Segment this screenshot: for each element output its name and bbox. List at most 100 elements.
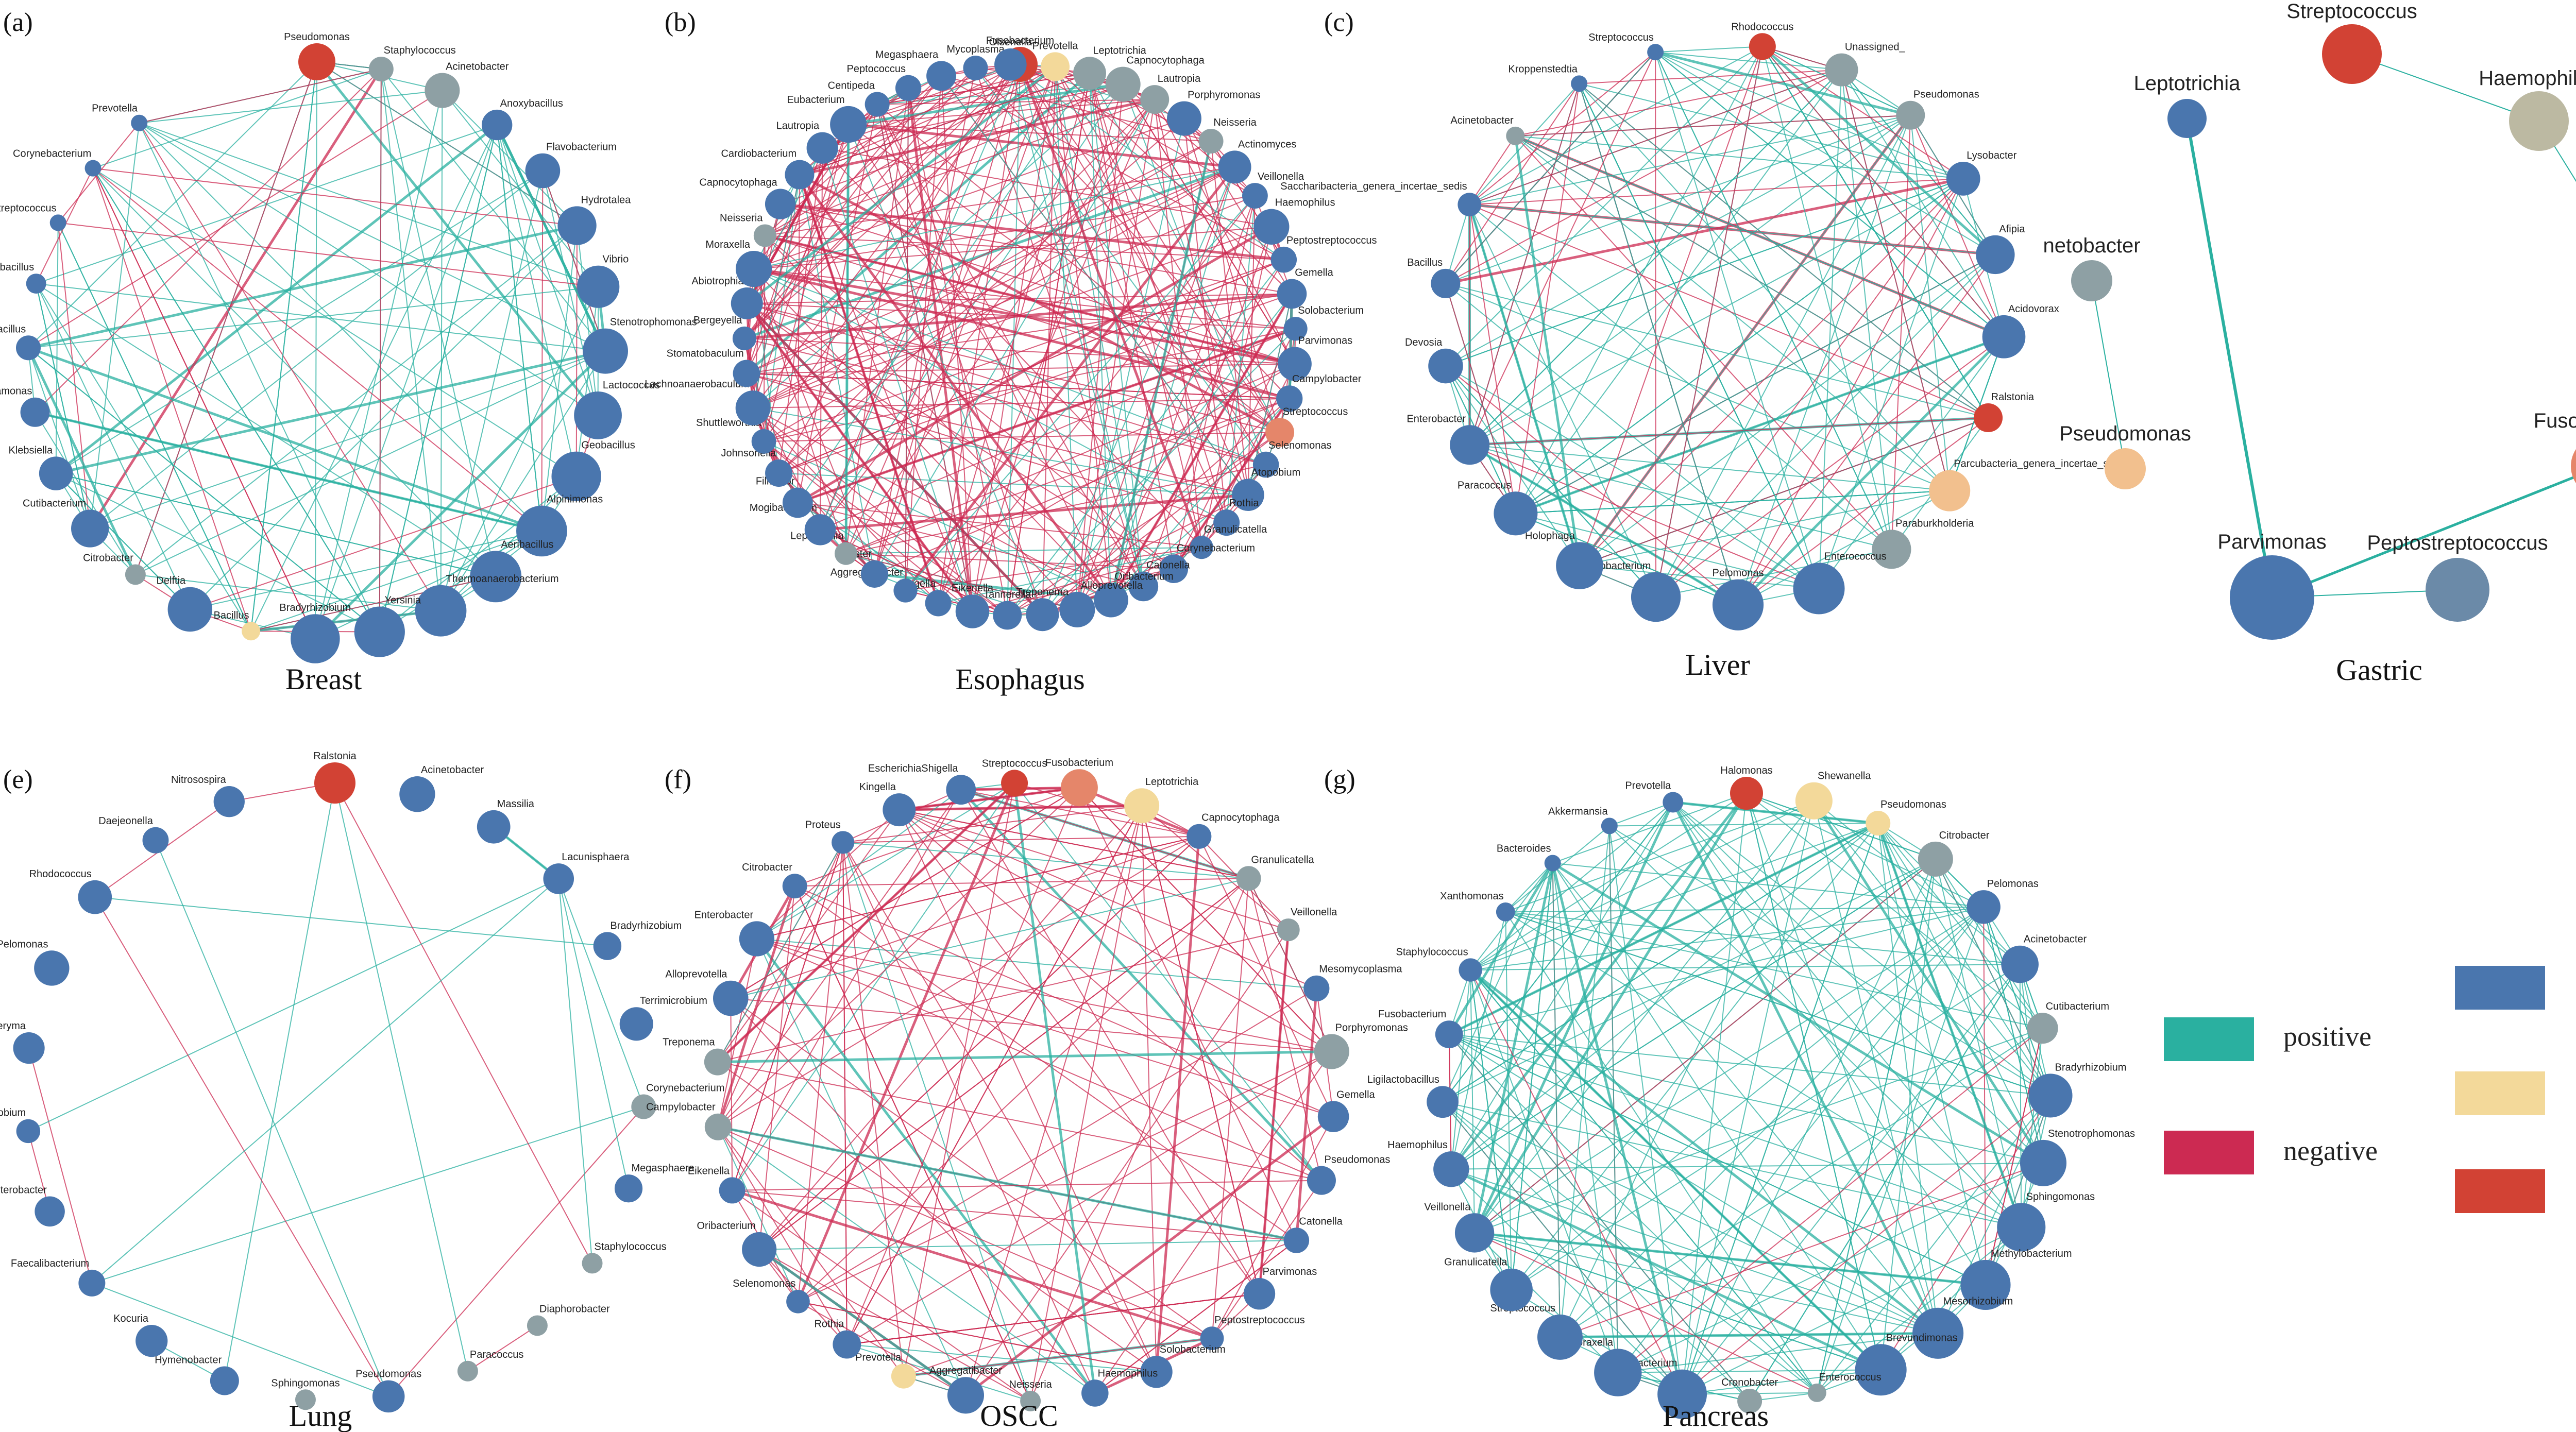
positive-edge xyxy=(1445,46,1763,367)
node-label: Acinetobacter xyxy=(446,61,509,73)
positive-edge xyxy=(1877,823,2022,1228)
positive-edge xyxy=(1110,398,1290,601)
node-gastric-streptococcus xyxy=(2322,24,2382,84)
positive-edge xyxy=(1880,859,1936,1370)
node-esophagus-kingella xyxy=(925,590,952,617)
negative-edge xyxy=(794,885,1031,1402)
node-lung-paracoccus xyxy=(457,1360,478,1382)
legend-swatch-positive xyxy=(2164,1017,2254,1061)
node-label: Staphylococcus xyxy=(384,45,456,56)
positive-edge xyxy=(1469,204,1580,566)
negative-edge xyxy=(960,789,1249,879)
negative-edge xyxy=(730,998,1213,1339)
node-label: Acinetobacter xyxy=(421,764,484,776)
negative-edge xyxy=(1655,178,1964,598)
positive-edge xyxy=(1445,283,1950,491)
positive-edge xyxy=(28,286,599,349)
positive-edge xyxy=(1474,906,1984,1234)
node-label: Capnocytophaga xyxy=(699,177,777,188)
negative-edge xyxy=(139,123,442,611)
node-esophagus-neisseria xyxy=(1198,129,1224,154)
negative-edge xyxy=(1469,135,1516,205)
node-lung-rhodococcus xyxy=(78,880,112,914)
node-label: Massilia xyxy=(497,798,535,810)
negative-edge xyxy=(798,502,1202,548)
node-label: Akkermansia xyxy=(1548,806,1608,817)
positive-edge xyxy=(1617,907,1984,1373)
node-label: Neisseria xyxy=(1213,117,1257,128)
positive-edge xyxy=(1445,178,1964,367)
panel-label-f: (f) xyxy=(665,765,691,794)
positive-edge xyxy=(1672,802,2044,1164)
node-oscc-solobacterium xyxy=(1140,1356,1173,1388)
panel-title-gastric: Gastric xyxy=(2336,653,2422,687)
node-oscc-enterobacter xyxy=(739,921,775,957)
negative-edge xyxy=(1042,432,1280,616)
positive-edge xyxy=(1505,911,1818,1393)
negative-edge xyxy=(1655,52,1657,598)
positive-edge xyxy=(1474,1232,1619,1373)
node-label: Klebsiella xyxy=(8,445,53,456)
node-label: Streptococcus xyxy=(0,202,57,214)
positive-edge xyxy=(1818,178,1964,589)
positive-edge xyxy=(36,283,251,632)
positive-edge xyxy=(28,347,380,633)
negative-edge xyxy=(798,502,1144,587)
positive-edge xyxy=(36,283,606,352)
node-label: Lactococcus xyxy=(603,380,660,391)
positive-edge xyxy=(1655,52,1964,179)
negative-edge xyxy=(744,64,1021,339)
positive-edge xyxy=(139,122,599,287)
node-label: Daejeonella xyxy=(98,815,154,827)
node-lung-daejeonella xyxy=(142,827,169,854)
node-esophagus-moraxella xyxy=(735,250,772,287)
negative-edge xyxy=(753,398,1290,409)
negative-edge xyxy=(718,787,1080,1128)
negative-edge xyxy=(1248,878,1322,1181)
node-pancreas-veillonella xyxy=(1454,1213,1495,1253)
negative-edge xyxy=(1076,167,1235,610)
node-breast-alpinimonas xyxy=(516,505,567,557)
positive-edge xyxy=(2185,118,2274,598)
node-label: Unassigned_ xyxy=(1845,42,1906,53)
positive-edge xyxy=(1682,1226,2022,1395)
node-esophagus-cardiobacterium xyxy=(785,160,815,190)
node-liver-pseudomonas xyxy=(1896,100,1925,130)
node-pancreas-mesorhizobium xyxy=(1912,1307,1964,1359)
positive-edge xyxy=(139,90,443,124)
positive-edge xyxy=(1738,490,1950,606)
node-label: Veillonella xyxy=(1291,907,1337,918)
negative-edge xyxy=(903,1338,1212,1377)
positive-edge xyxy=(1608,826,1619,1373)
node-pancreas-enterococcus xyxy=(1807,1383,1826,1402)
node-label: Aeribacillus xyxy=(501,539,553,550)
node-liver-holophaga xyxy=(1556,542,1603,589)
positive-edge xyxy=(1617,1162,2044,1373)
node-label: Stenotrophomonas xyxy=(2048,1128,2135,1139)
positive-edge xyxy=(1552,793,1747,864)
positive-edge xyxy=(753,166,1235,270)
node-label: Ralstonia xyxy=(1991,391,2035,403)
positive-edge xyxy=(334,782,468,1371)
negative-edge xyxy=(972,547,1202,612)
positive-edge xyxy=(1682,800,1815,1394)
positive-edge xyxy=(36,283,91,529)
positive-edge xyxy=(314,125,498,639)
positive-edge xyxy=(1579,83,1963,179)
node-lung-sphingomonas xyxy=(295,1389,316,1410)
node-gastric-peptostreptococcus xyxy=(2426,558,2489,622)
negative-edge xyxy=(1295,988,1318,1241)
node-label: Cutibacterium xyxy=(2046,1001,2109,1012)
negative-edge xyxy=(899,805,1142,811)
negative-edge xyxy=(752,124,849,408)
node-esophagus-selenomonas xyxy=(1252,451,1279,478)
node-esophagus-atopobium xyxy=(1232,479,1264,512)
positive-edge xyxy=(2019,964,2044,1164)
positive-edge xyxy=(440,476,577,611)
node-esophagus-peptococcus xyxy=(895,75,922,101)
node-label: Haemophilus xyxy=(1387,1139,1448,1151)
positive-edge xyxy=(36,283,496,577)
positive-edge xyxy=(316,61,599,416)
negative-edge xyxy=(1030,806,1143,1402)
